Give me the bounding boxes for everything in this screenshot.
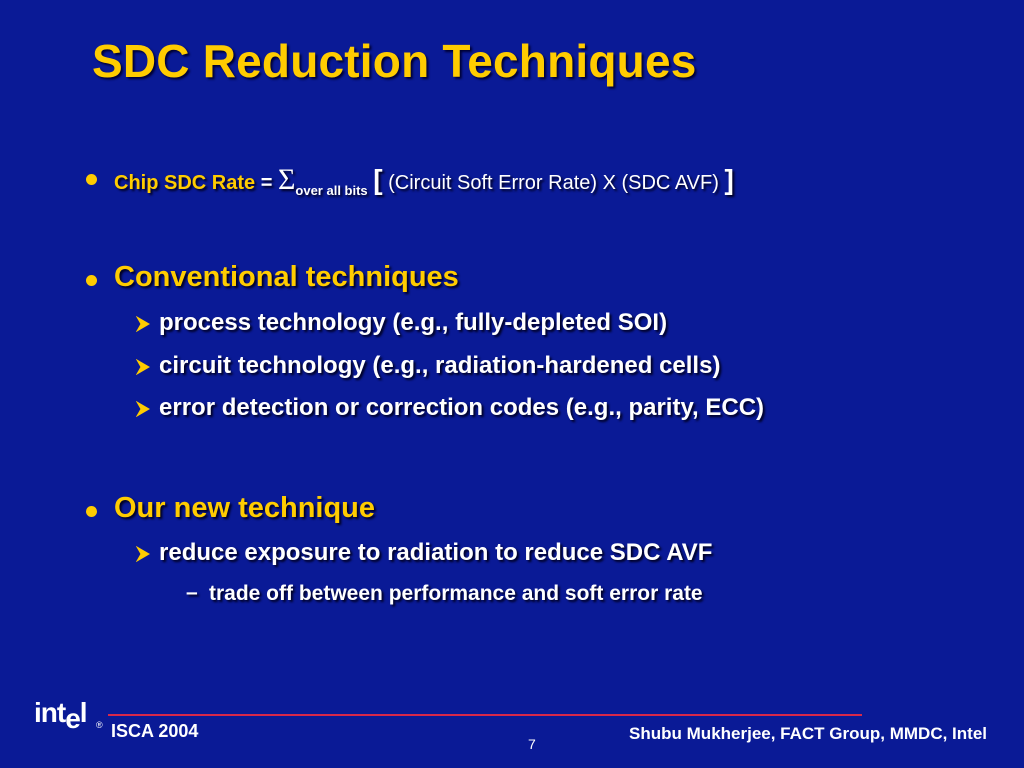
list-item: circuit technology (e.g., radiation-hard… [159, 352, 721, 379]
footer-venue: ISCA 2004 [111, 721, 199, 741]
arrow-bullet-icon [136, 359, 150, 375]
slide-title: SDC Reduction Techniques [92, 35, 697, 87]
arrow-bullet-icon [136, 316, 150, 332]
list-item: reduce exposure to radiation to reduce S… [159, 539, 713, 566]
formula-body: (Circuit Soft Error Rate) X (SDC AVF) [388, 172, 719, 194]
registered-mark: ® [96, 720, 103, 730]
formula-close-bracket: ] [724, 164, 734, 195]
formula-term: Chip SDC Rate [114, 172, 256, 194]
formula-subscript: over all bits [295, 183, 368, 198]
sigma-symbol: Σ [277, 163, 296, 196]
list-item: process technology (e.g., fully-depleted… [159, 309, 668, 336]
page-number: 7 [528, 736, 536, 752]
arrow-bullet-icon [136, 546, 150, 562]
list-item: error detection or correction codes (e.g… [159, 394, 765, 421]
footer-divider [108, 714, 862, 716]
bullet-dot-icon [86, 174, 97, 185]
formula-line: Chip SDC Rate = Σover all bits [ (Circui… [114, 163, 734, 198]
arrow-bullet-icon [136, 401, 150, 417]
intel-logo: intel [34, 697, 88, 734]
bullet-dot-icon [86, 506, 97, 517]
sub-list-item: trade off between performance and soft e… [209, 582, 703, 605]
formula-open-bracket: [ [373, 164, 383, 195]
section-heading: Conventional techniques [114, 261, 459, 293]
dash-bullet-icon: – [186, 581, 198, 604]
bullet-dot-icon [86, 275, 97, 286]
section-heading: Our new technique [114, 492, 376, 524]
footer-author: Shubu Mukherjee, FACT Group, MMDC, Intel [629, 724, 987, 743]
formula-equals: = [260, 172, 273, 194]
